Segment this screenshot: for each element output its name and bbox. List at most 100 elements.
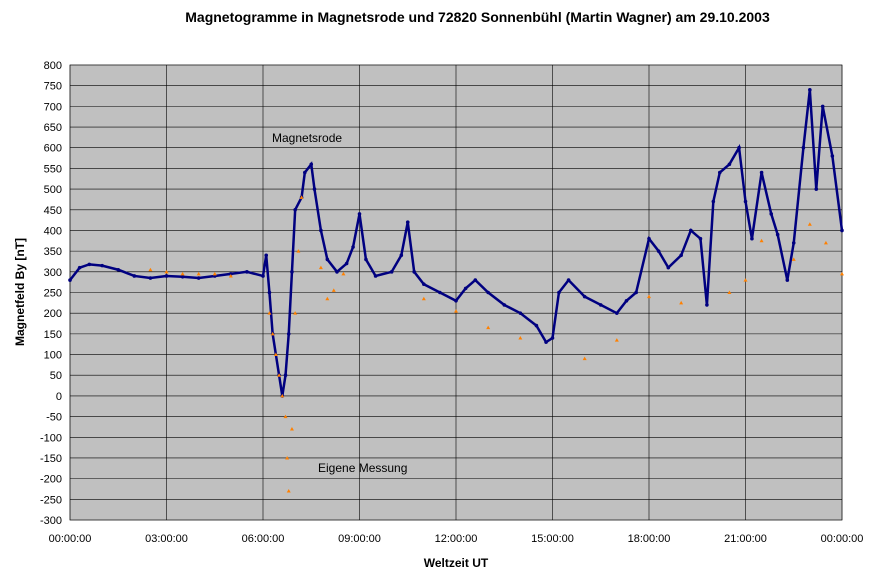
eigene-messung-point (277, 373, 282, 377)
eigene-messung-point (285, 455, 290, 460)
x-tick-label: 00:00:00 (49, 533, 92, 545)
magnetsrode-point (245, 270, 249, 274)
eigene-messung-point (647, 294, 651, 299)
magnetsrode-point (312, 187, 317, 191)
magnetsrode-point (759, 170, 764, 175)
y-tick-label: 100 (44, 350, 62, 362)
magnetsrode-point (344, 261, 349, 266)
eigene-messung-point (743, 278, 748, 282)
x-tick-label: 12:00:00 (435, 533, 478, 545)
magnetsrode-point (116, 267, 121, 272)
magnetsrode-point (164, 274, 169, 278)
magnetsrode-point (319, 228, 323, 233)
magnetsrode-point (689, 228, 693, 233)
magnetsrode-point (290, 270, 294, 274)
magnetsrode-point (325, 257, 330, 262)
eigene-messung-point (293, 311, 298, 315)
eigene-messung-point (759, 238, 764, 243)
y-tick-label: 450 (44, 205, 62, 217)
x-tick-label: 21:00:00 (724, 533, 767, 545)
magnetsrode-point (737, 145, 741, 150)
eigene-messung-point (299, 195, 304, 199)
y-tick-label: 700 (44, 101, 62, 113)
eigene-messung-point (454, 309, 458, 313)
magnetsrode-point (293, 207, 297, 212)
magnetsrode-point (698, 236, 703, 241)
x-tick-label: 09:00:00 (338, 533, 381, 545)
magnetsrode-point (364, 257, 368, 262)
magnetsrode-point (801, 145, 806, 150)
magnetsrode-point (335, 270, 339, 274)
magnetsrode-point (229, 272, 233, 276)
eigene-messung-point (212, 271, 217, 276)
magnetsrode-point (582, 294, 587, 299)
eigene-messung-point (318, 265, 323, 270)
magnetsrode-point (743, 199, 748, 204)
eigene-messung-point (286, 489, 291, 493)
magnetsrode-point (785, 278, 790, 282)
magnetsrode-point (791, 241, 796, 245)
eigene-messung-point (486, 325, 491, 330)
magnetsrode-point (775, 232, 780, 237)
magnetsrode-point (656, 249, 661, 253)
magnetsrode-point (463, 286, 468, 291)
eigene-messung-point (289, 427, 294, 431)
magnetsrode-point (473, 278, 478, 282)
magnetsrode-point (286, 332, 291, 336)
magnetsrode-point (769, 212, 774, 216)
magnetsrode-point (283, 373, 288, 378)
eigene-messung-point (273, 352, 278, 357)
magnetsrode-point (566, 278, 571, 282)
magnetsrode-point (634, 290, 638, 295)
eigene-messung-point (421, 296, 426, 301)
magnetsrode-point (267, 290, 272, 295)
magnetsrode-point (77, 265, 82, 270)
eigene-messung-point (180, 271, 185, 276)
y-tick-label: -150 (40, 453, 62, 465)
eigene-messung-point (823, 240, 828, 245)
magnetsrode-point (405, 220, 410, 224)
magnetsrode-point (705, 303, 709, 307)
x-tick-label: 00:00:00 (821, 533, 864, 545)
eigene-messung-point (196, 271, 201, 276)
y-tick-label: 800 (44, 60, 62, 72)
magnetsrode-point (557, 290, 561, 295)
magnetsrode-point (303, 170, 307, 175)
magnetsrode-point (264, 253, 269, 258)
x-tick-label: 15:00:00 (531, 533, 574, 545)
magnetsrode-point (502, 303, 507, 307)
magnetsrode-point (357, 212, 362, 216)
magnetsrode-point (840, 228, 844, 233)
y-tick-label: 650 (44, 122, 62, 134)
magnetsrode-point (624, 298, 629, 303)
eigene-messung-point (267, 311, 272, 315)
eigene-messung-point (341, 271, 346, 276)
eigene-messung-point (582, 356, 587, 361)
magnetsrode-point (486, 290, 490, 295)
eigene-messung-point (296, 249, 301, 253)
magnetsrode-point (180, 274, 185, 279)
magnetsrode-point (615, 311, 619, 315)
y-tick-label: -100 (40, 432, 62, 444)
y-axis-label: Magnetfeld By [nT] (13, 238, 27, 346)
y-tick-label: -200 (40, 474, 62, 486)
magnetsrode-point (808, 88, 812, 92)
y-tick-label: -50 (46, 412, 62, 424)
y-tick-label: 750 (44, 81, 62, 93)
eigene-messung-point (791, 257, 796, 261)
eigene-messung-point (270, 331, 275, 336)
magnetsrode-point (717, 170, 722, 175)
magnetsrode-point (820, 104, 825, 109)
eigene-messung-point (614, 338, 619, 342)
magnetsrode-point (647, 236, 651, 241)
eigene-messung-point (807, 222, 812, 226)
magnetsrode-point (68, 278, 72, 282)
magnetsrode-point (196, 276, 201, 280)
magnetsrode-point (373, 274, 378, 278)
magnetsrode-point (711, 199, 716, 204)
eigene-messung-point (331, 288, 336, 292)
x-axis-label: Weltzeit UT (424, 556, 489, 570)
eigene-messung-point (679, 300, 684, 305)
